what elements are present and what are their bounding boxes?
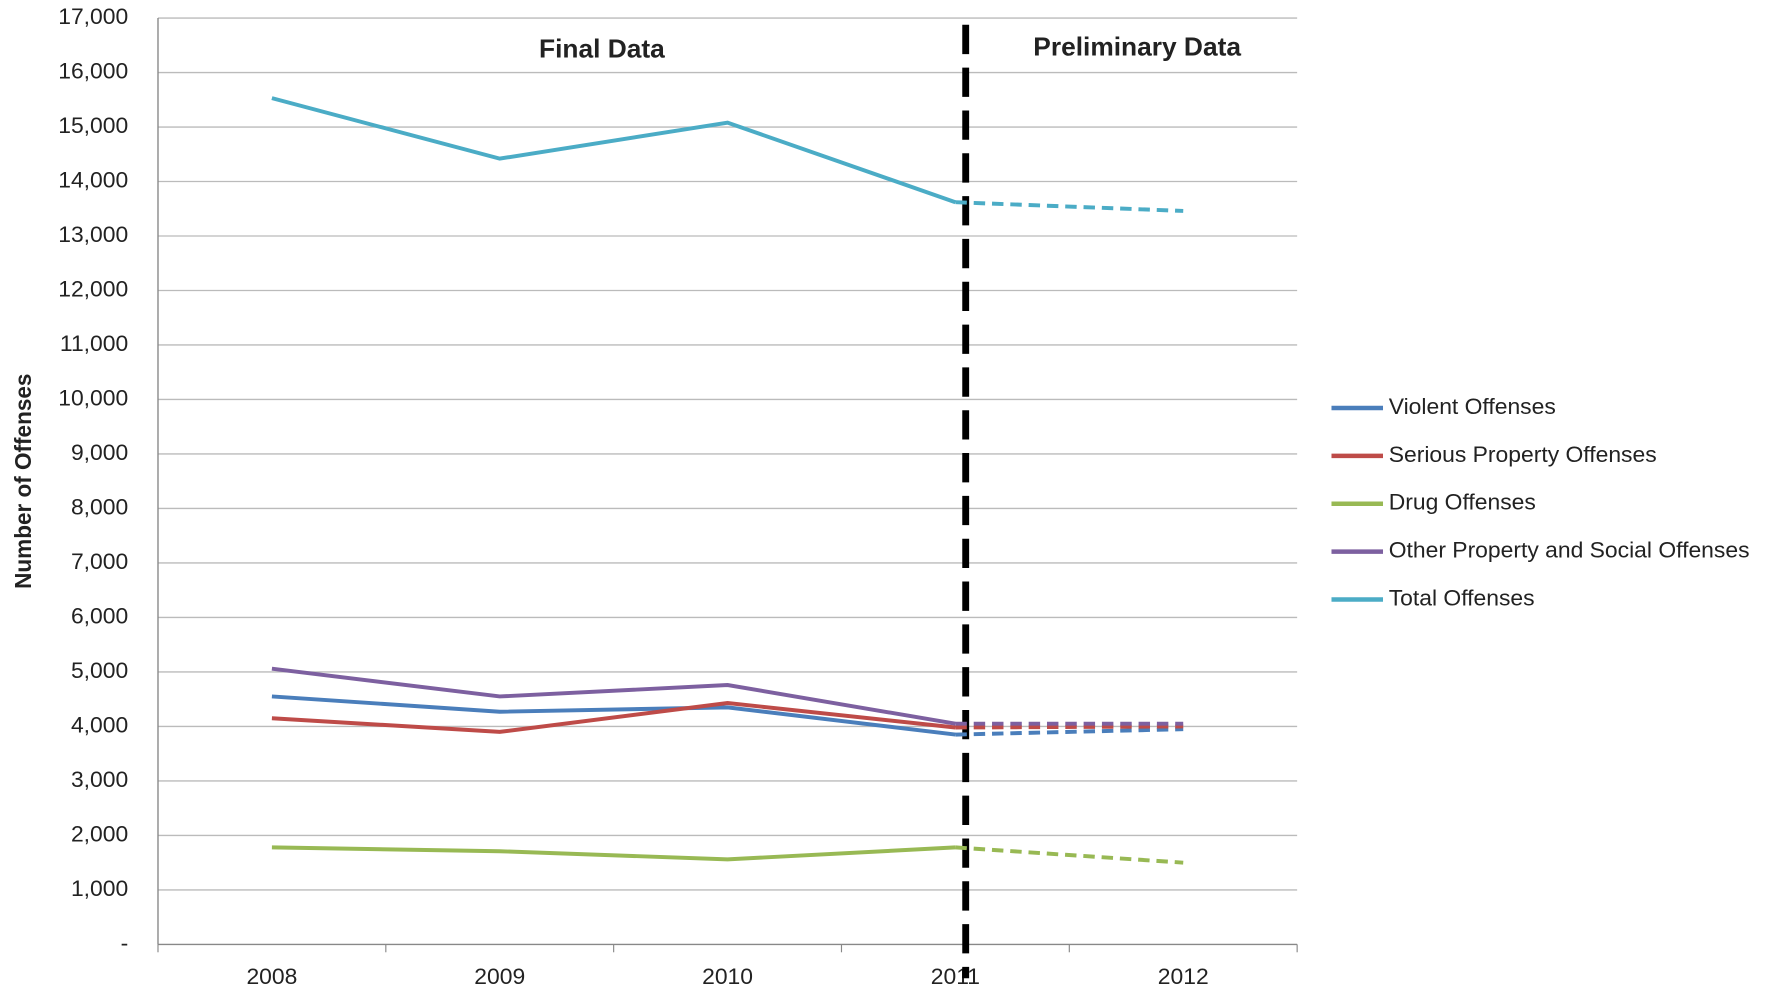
y-tick-label: 6,000 bbox=[71, 603, 128, 629]
line bbox=[271, 701, 956, 734]
line-preliminary bbox=[955, 200, 1184, 213]
y-tick-label: 16,000 bbox=[58, 58, 128, 84]
x-tick-label: 2008 bbox=[246, 963, 297, 989]
annotation: Preliminary Data bbox=[1033, 32, 1241, 62]
x-tick-label: 2011 bbox=[931, 963, 980, 989]
y-tick-label: 12,000 bbox=[58, 276, 128, 302]
y-tick-label: 2,000 bbox=[71, 821, 128, 847]
y-tick-label: 9,000 bbox=[71, 439, 128, 465]
legend-label: Total Offenses bbox=[1389, 585, 1535, 611]
y-tick-label: 17,000 bbox=[58, 3, 128, 29]
y-tick-label: 1,000 bbox=[71, 875, 128, 901]
line bbox=[271, 666, 956, 726]
y-tick-label: 3,000 bbox=[71, 766, 128, 792]
y-tick-label: 8,000 bbox=[71, 494, 128, 520]
y-tick-label: 14,000 bbox=[58, 167, 128, 193]
legend-label: Serious Property Offenses bbox=[1389, 441, 1657, 467]
annotation: Final Data bbox=[539, 34, 665, 64]
y-tick-label: 13,000 bbox=[58, 221, 128, 247]
y-tick-label: 11,000 bbox=[60, 330, 128, 356]
line-preliminary bbox=[955, 727, 1184, 737]
x-tick-label: 2012 bbox=[1158, 963, 1209, 989]
x-tick-label: 2010 bbox=[702, 963, 753, 989]
y-tick-label: 10,000 bbox=[58, 385, 128, 411]
y-tick-label: 5,000 bbox=[71, 657, 128, 683]
y-tick-label: - bbox=[121, 930, 129, 956]
line bbox=[271, 96, 957, 205]
line-preliminary bbox=[955, 845, 1184, 865]
y-tick-label: 15,000 bbox=[58, 112, 128, 138]
line-preliminary bbox=[955, 724, 1184, 730]
line bbox=[271, 694, 956, 737]
legend-label: Drug Offenses bbox=[1389, 489, 1536, 515]
y-tick-label: 4,000 bbox=[71, 712, 128, 738]
y-tick-label: 7,000 bbox=[71, 548, 128, 574]
y-axis-label: Number of Offenses bbox=[10, 374, 36, 589]
line bbox=[271, 845, 956, 862]
legend-label: Violent Offenses bbox=[1389, 393, 1556, 419]
x-tick-label: 2009 bbox=[474, 963, 525, 989]
legend-label: Other Property and Social Offenses bbox=[1389, 537, 1750, 563]
